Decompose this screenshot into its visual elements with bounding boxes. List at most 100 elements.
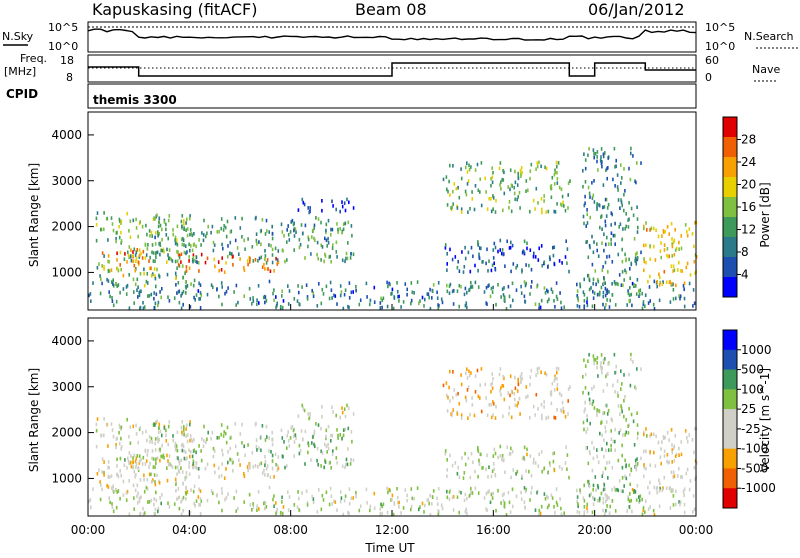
heatmap-cell xyxy=(198,238,200,242)
heatmap-cell xyxy=(688,487,691,492)
heatmap-cell xyxy=(258,240,260,244)
heatmap-cell xyxy=(636,462,639,466)
heatmap-cell xyxy=(604,151,606,155)
heatmap-cell xyxy=(184,244,187,248)
heatmap-cell xyxy=(449,193,451,197)
heatmap-cell xyxy=(532,254,535,259)
heatmap-cell xyxy=(604,425,607,430)
heatmap-cell xyxy=(447,395,449,400)
heatmap-cell xyxy=(281,495,283,500)
heatmap-cell xyxy=(224,291,226,296)
heatmap-cell xyxy=(549,463,551,468)
heatmap-cell xyxy=(577,504,579,509)
heatmap-cell xyxy=(167,459,169,463)
heatmap-cell xyxy=(159,447,161,452)
heatmap-cell xyxy=(492,207,494,211)
heatmap-cell xyxy=(298,496,300,501)
heatmap-cell xyxy=(603,483,606,487)
heatmap-cell xyxy=(189,438,191,443)
colorbar-segment xyxy=(723,448,737,469)
heatmap-cell xyxy=(584,166,587,171)
heatmap-cell xyxy=(112,282,114,286)
heatmap-cell xyxy=(320,301,323,306)
heatmap-cell xyxy=(512,504,514,509)
heatmap-cell xyxy=(566,467,568,471)
heatmap-cell xyxy=(324,460,327,464)
heatmap-cell xyxy=(684,429,687,433)
heatmap-cell xyxy=(458,304,460,309)
heatmap-cell xyxy=(199,497,202,501)
heatmap-cell xyxy=(608,460,611,465)
heatmap-cell xyxy=(358,508,361,513)
colorbar-segment xyxy=(723,409,737,430)
heatmap-cell xyxy=(287,233,290,237)
heatmap-cell xyxy=(673,268,676,272)
heatmap-cell xyxy=(529,375,532,379)
heatmap-cell xyxy=(520,378,522,382)
heatmap-cell xyxy=(157,436,159,440)
heatmap-cell xyxy=(239,432,242,436)
heatmap-cell xyxy=(304,429,307,434)
heatmap-cell xyxy=(548,503,550,508)
heatmap-cell xyxy=(523,456,525,460)
heatmap-cell xyxy=(604,487,606,491)
heatmap-cell xyxy=(474,469,476,474)
heatmap-cell xyxy=(107,254,110,258)
x-tick-label: 00:00 xyxy=(679,523,714,537)
heatmap-cell xyxy=(136,483,139,488)
heatmap-cell xyxy=(648,285,651,289)
heatmap-cell xyxy=(175,240,178,245)
heatmap-cell xyxy=(526,452,528,457)
heatmap-cell xyxy=(596,410,598,414)
heatmap-cell xyxy=(675,452,678,457)
heatmap-cell xyxy=(274,246,277,251)
heatmap-cell xyxy=(161,248,164,253)
heatmap-cell xyxy=(471,491,474,495)
heatmap-cell xyxy=(532,404,535,409)
heatmap-cell xyxy=(313,223,316,228)
heatmap-cell xyxy=(506,239,508,244)
heatmap-cell xyxy=(661,440,663,444)
heatmap-cell xyxy=(193,448,196,453)
heatmap-cell xyxy=(227,492,229,496)
heatmap-cell xyxy=(173,296,176,300)
heatmap-cell xyxy=(297,490,299,494)
heatmap-cell xyxy=(184,284,187,289)
heatmap-cell xyxy=(264,500,266,505)
heatmap-cell xyxy=(628,293,631,297)
heatmap-cell xyxy=(679,500,682,504)
heatmap-cell xyxy=(666,247,669,251)
heatmap-cell xyxy=(195,465,197,470)
heatmap-cell xyxy=(192,256,195,260)
heatmap-cell xyxy=(351,233,353,238)
heatmap-cell xyxy=(227,254,229,259)
heatmap-cell xyxy=(596,356,599,360)
heatmap-cell xyxy=(454,461,457,465)
heatmap-cell xyxy=(429,493,431,498)
heatmap-cell xyxy=(256,242,258,246)
heatmap-cell xyxy=(660,447,662,451)
heatmap-cell xyxy=(458,489,461,494)
heatmap-cell xyxy=(458,269,461,273)
heatmap-cell xyxy=(442,383,445,388)
station-title: Kapuskasing (fitACF) xyxy=(92,0,257,19)
heatmap-cell xyxy=(111,299,114,303)
heatmap-cell xyxy=(163,455,165,460)
heatmap-cell xyxy=(693,450,695,455)
colorbar-segment xyxy=(723,237,737,258)
heatmap-cell xyxy=(536,370,539,375)
heatmap-cell xyxy=(95,216,98,221)
heatmap-cell xyxy=(321,199,323,203)
heatmap-cell xyxy=(339,293,342,298)
heatmap-cell xyxy=(553,378,556,383)
nave-label: Nave xyxy=(752,63,780,76)
noise-right-label: N.Search xyxy=(744,30,794,43)
heatmap-cell xyxy=(546,299,549,304)
heatmap-cell xyxy=(477,243,480,247)
heatmap-cell xyxy=(632,419,635,424)
heatmap-cell xyxy=(247,468,249,473)
heatmap-cell xyxy=(610,429,612,433)
heatmap-cell xyxy=(606,291,608,295)
heatmap-cell xyxy=(541,210,543,215)
